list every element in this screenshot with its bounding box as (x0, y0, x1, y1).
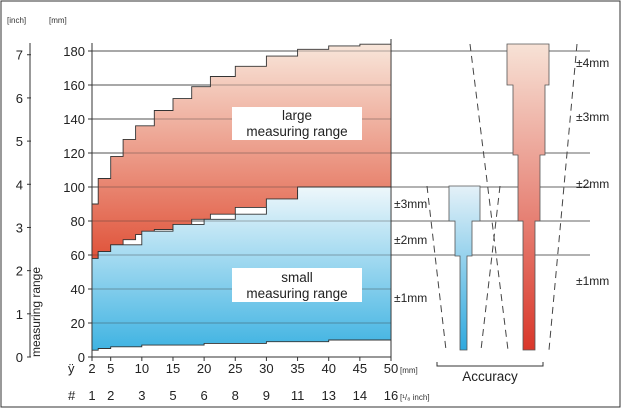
x-tick-label-mm-40: 40 (321, 361, 335, 376)
x-tick-label-eighth-1: 1 (88, 388, 95, 403)
x-tick-label-eighth-5: 5 (169, 388, 176, 403)
x-tick-label-mm-15: 15 (166, 361, 180, 376)
x-row1-unit: [mm] (400, 366, 418, 375)
inch-tick-label-7: 7 (16, 48, 23, 63)
x-tick-label-eighth-13: 13 (321, 388, 335, 403)
accuracy-title: Accuracy (462, 369, 518, 384)
mm-tick-label-120: 120 (63, 146, 85, 161)
acc-small-1mm: ±1mm (394, 291, 427, 305)
x-tick-label-eighth-9: 9 (263, 388, 270, 403)
inch-tick-label-6: 6 (16, 91, 23, 106)
mm-tick-label-140: 140 (63, 112, 85, 127)
x-tick-label-eighth-16: 16 (384, 388, 398, 403)
svg-text:large: large (282, 108, 312, 123)
x-tick-label-eighth-6: 6 (201, 388, 208, 403)
x-tick-label-eighth-3: 3 (138, 388, 145, 403)
x-tick-label-mm-50: 50 (384, 361, 398, 376)
mm-tick-label-160: 160 (63, 78, 85, 93)
acc-small-3mm: ±3mm (394, 197, 427, 211)
mm-tick-label-60: 60 (71, 248, 85, 263)
inch-tick-label-1: 1 (16, 307, 23, 322)
inch-tick-label-2: 2 (16, 264, 23, 279)
inch-tick-label-4: 4 (16, 177, 23, 192)
x-tick-label-mm-35: 35 (290, 361, 304, 376)
acc-large-2mm: ±2mm (576, 177, 609, 191)
mm-tick-label-100: 100 (63, 180, 85, 195)
x-tick-label-mm-20: 20 (197, 361, 211, 376)
x-tick-label-mm-25: 25 (228, 361, 242, 376)
inch-ticks: 0 1 2 3 4 5 6 7 (16, 43, 31, 365)
large-range-label: large measuring range (232, 107, 362, 140)
x-ticks-mm: 2 5 10 15 20 25 30 35 40 45 50 (88, 357, 398, 376)
y-axis-title: measuring range (29, 267, 43, 357)
accuracy-panel: ±3mm ±2mm ±1mm ±4mm ±3mm ±2mm ±1mm Accur… (394, 43, 609, 384)
mm-unit-label: [mm] (49, 16, 67, 25)
accuracy-bar-large (506, 43, 550, 351)
x-tick-label-eighth-8: 8 (232, 388, 239, 403)
x-tick-label-mm-5: 5 (107, 361, 114, 376)
x-row2-prefix: # (68, 388, 76, 403)
svg-text:measuring range: measuring range (246, 124, 347, 139)
acc-large-1mm: ±1mm (576, 274, 609, 288)
mm-tick-label-0: 0 (78, 350, 85, 365)
acc-large-4mm: ±4mm (576, 56, 609, 70)
x-tick-label-eighth-2: 2 (107, 388, 114, 403)
large-range-area (91, 43, 392, 259)
small-range-label: small measuring range (232, 268, 362, 302)
mm-tick-label-40: 40 (71, 282, 85, 297)
inch-tick-label-0: 0 (16, 350, 23, 365)
mm-tick-label-80: 80 (71, 214, 85, 229)
mm-tick-label-20: 20 (71, 316, 85, 331)
accuracy-bar-small (448, 185, 481, 351)
svg-text:measuring range: measuring range (246, 286, 347, 301)
inch-unit-label: [inch] (7, 16, 26, 25)
x-row1-prefix: ÿ (68, 361, 75, 376)
x-tick-label-mm-2: 2 (88, 361, 95, 376)
accuracy-bracket (436, 362, 544, 367)
x-tick-label-eighth-11: 11 (291, 388, 305, 403)
inch-tick-label-3: 3 (16, 220, 23, 235)
x-ticks-eighth-inch: 1 2 3 5 6 8 9 11 13 14 16 (88, 388, 398, 403)
x-tick-label-mm-45: 45 (353, 361, 367, 376)
svg-text:small: small (281, 270, 313, 285)
mm-tick-label-180: 180 (63, 44, 85, 59)
acc-large-3mm: ±3mm (576, 110, 609, 124)
x-tick-label-mm-30: 30 (259, 361, 273, 376)
x-row2-unit: [¹/₈ inch] (400, 393, 430, 402)
inch-tick-label-5: 5 (16, 134, 23, 149)
accuracy-dashed-guides (426, 43, 578, 351)
mm-ticks: 0 20 40 60 80 100 120 140 160 180 (63, 44, 92, 365)
x-tick-label-mm-10: 10 (135, 361, 149, 376)
acc-small-2mm: ±2mm (394, 233, 427, 247)
x-tick-label-eighth-14: 14 (353, 388, 367, 403)
